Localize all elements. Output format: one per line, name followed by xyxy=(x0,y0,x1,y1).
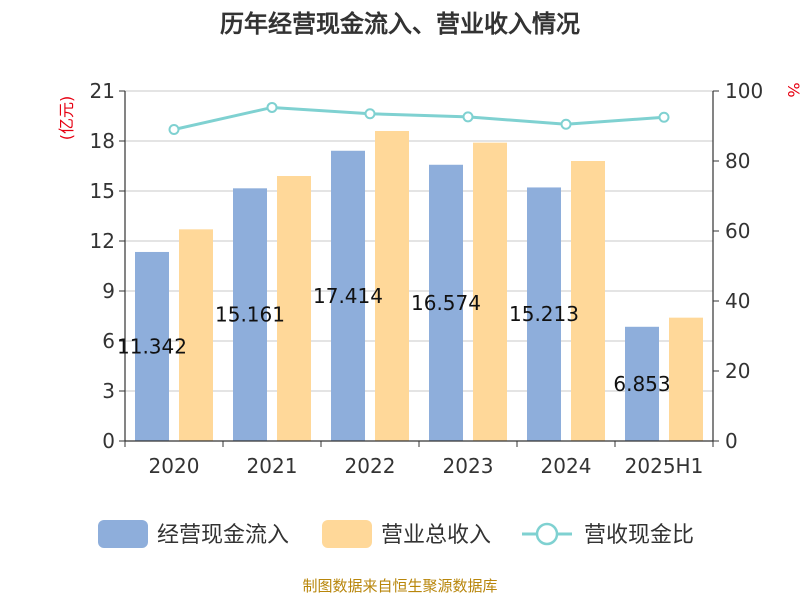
source-note: 制图数据来自恒生聚源数据库 xyxy=(302,577,497,595)
left-axis-tick-label: 21 xyxy=(90,79,115,103)
legend-label-cash-inflow: 经营现金流入 xyxy=(157,523,289,548)
right-axis-tick-label: 60 xyxy=(725,219,750,243)
left-axis-unit: (亿元) xyxy=(57,96,76,141)
legend-swatch-total-revenue xyxy=(322,520,372,548)
data-label-cash-inflow: 15.161 xyxy=(215,303,285,327)
data-label-cash-inflow: 11.342 xyxy=(117,334,187,358)
bar-cash-inflow xyxy=(625,326,659,441)
x-axis-tick-label: 2023 xyxy=(443,454,494,478)
ratio-line-path xyxy=(173,105,665,131)
left-axis-tick-label: 3 xyxy=(102,379,115,403)
left-axis-tick-label: 15 xyxy=(90,179,115,203)
right-axis-tick-label: 20 xyxy=(725,359,750,383)
bars xyxy=(135,131,703,441)
legend-label-total-revenue: 营业总收入 xyxy=(381,523,491,548)
left-axis-tick-label: 0 xyxy=(102,429,115,453)
data-label-cash-inflow: 15.213 xyxy=(509,302,579,326)
x-axis-tick-label: 2025H1 xyxy=(625,454,704,478)
bar-total-revenue xyxy=(571,161,605,441)
right-axis-tick-label: 0 xyxy=(725,429,738,453)
bar-total-revenue xyxy=(179,229,213,441)
axes: 0 3 6 9 12 15 18 21 0 20 40 60 80 100 2020 2021 2022 2023… xyxy=(90,79,764,478)
legend-swatch-cash-inflow xyxy=(98,520,148,548)
bar-total-revenue xyxy=(669,317,703,441)
bar-cash-inflow xyxy=(429,164,463,441)
bar-cash-inflow xyxy=(135,251,169,441)
data-labels: 11.342 15.161 17.414 16.574 15.213 6.853 xyxy=(117,284,671,396)
bar-cash-inflow xyxy=(527,187,561,441)
bar-total-revenue xyxy=(277,176,311,441)
bar-cash-inflow xyxy=(331,150,365,441)
legend-swatch-ratio-marker xyxy=(535,522,559,546)
x-axis-tick-label: 2022 xyxy=(345,454,396,478)
x-axis-tick-label: 2020 xyxy=(149,454,200,478)
left-axis-tick-label: 6 xyxy=(102,329,115,353)
data-label-cash-inflow: 17.414 xyxy=(313,284,383,308)
ratio-point xyxy=(364,108,376,120)
legend-label-ratio: 营收现金比 xyxy=(584,523,694,548)
right-axis-unit: % xyxy=(784,82,800,97)
right-axis-tick-label: 80 xyxy=(725,149,750,173)
bar-total-revenue xyxy=(375,131,409,441)
left-axis-tick-label: 18 xyxy=(90,129,115,153)
right-axis-tick-label: 100 xyxy=(725,79,763,103)
left-axis-tick-label: 12 xyxy=(90,229,115,253)
ratio-line xyxy=(168,101,670,135)
right-axis-tick-label: 40 xyxy=(725,289,750,313)
legend: 经营现金流入 营业总收入 营收现金比 xyxy=(98,520,694,548)
ratio-point xyxy=(168,124,180,135)
ratio-point xyxy=(658,111,670,123)
x-axis-tick-label: 2021 xyxy=(247,454,298,478)
ratio-point xyxy=(266,101,278,113)
gridlines xyxy=(125,90,713,392)
bar-cash-inflow xyxy=(233,188,267,441)
chart-title: 历年经营现金流入、营业收入情况 xyxy=(220,10,580,38)
left-axis-tick-label: 9 xyxy=(102,279,115,303)
x-axis-tick-label: 2024 xyxy=(541,454,592,478)
data-label-cash-inflow: 16.574 xyxy=(411,291,481,315)
bar-total-revenue xyxy=(473,142,507,441)
data-label-cash-inflow: 6.853 xyxy=(613,372,670,396)
ratio-point xyxy=(462,111,474,123)
ratio-point xyxy=(560,118,572,130)
